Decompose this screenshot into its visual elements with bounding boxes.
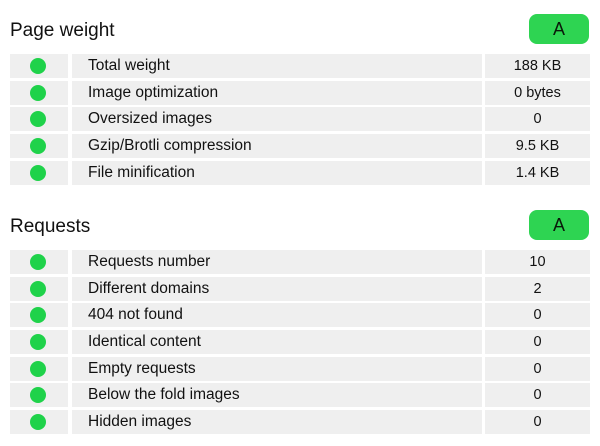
metric-label: Identical content	[88, 333, 201, 351]
green-dot-icon	[30, 307, 46, 324]
table-row: 404 not found 0	[10, 303, 590, 328]
table-row: Empty requests 0	[10, 356, 590, 381]
status-cell	[10, 410, 68, 435]
green-dot-icon	[30, 414, 46, 431]
status-cell	[10, 160, 68, 185]
metric-value: 1.4 KB	[485, 160, 590, 185]
metric-value: 0	[485, 383, 590, 408]
green-dot-icon	[30, 280, 46, 297]
metric-label-cell: Total weight	[72, 54, 482, 78]
green-dot-icon	[30, 334, 46, 351]
status-cell	[10, 80, 68, 105]
metric-value: 0	[485, 303, 590, 328]
metric-label-cell: Requests number	[72, 250, 482, 274]
metric-value: 0 bytes	[485, 80, 590, 105]
table-row: Below the fold images 0	[10, 383, 590, 408]
table-row: Oversized images 0	[10, 107, 590, 132]
green-dot-icon	[30, 387, 46, 404]
green-dot-icon	[30, 360, 46, 377]
metric-label: Gzip/Brotli compression	[88, 137, 252, 155]
table-row: File minification 1.4 KB	[10, 160, 590, 185]
metric-value: 0	[485, 410, 590, 435]
metric-value: 0	[485, 330, 590, 355]
metric-label-cell: Empty requests	[72, 356, 482, 381]
status-cell	[10, 54, 68, 78]
table-row: Identical content 0	[10, 330, 590, 355]
status-cell	[10, 330, 68, 355]
metric-label-cell: Hidden images	[72, 410, 482, 435]
table-row: Requests number 10	[10, 250, 590, 274]
metric-label-cell: Oversized images	[72, 107, 482, 132]
metric-label-cell: Identical content	[72, 330, 482, 355]
metric-value: 188 KB	[485, 54, 590, 78]
metric-value: 10	[485, 250, 590, 274]
metric-value: 9.5 KB	[485, 134, 590, 159]
status-cell	[10, 303, 68, 328]
metric-label: File minification	[88, 163, 195, 181]
requests-section: Requests A Requests number 10 Different …	[0, 210, 600, 435]
status-cell	[10, 383, 68, 408]
metric-label-cell: Gzip/Brotli compression	[72, 134, 482, 159]
green-dot-icon	[30, 254, 46, 270]
metric-label: Empty requests	[88, 359, 196, 377]
status-cell	[10, 276, 68, 301]
page-weight-section: Page weight A Total weight 188 KB Image …	[0, 14, 600, 185]
requests-grade-badge: A	[529, 210, 589, 240]
metric-label: Below the fold images	[88, 386, 240, 404]
metric-label: 404 not found	[88, 306, 183, 324]
metric-label-cell: File minification	[72, 160, 482, 185]
metric-value: 0	[485, 356, 590, 381]
table-row: Image optimization 0 bytes	[10, 80, 590, 105]
green-dot-icon	[30, 84, 46, 101]
page-weight-header: Page weight A	[0, 14, 600, 50]
table-row: Hidden images 0	[10, 410, 590, 435]
metric-value: 2	[485, 276, 590, 301]
status-cell	[10, 107, 68, 132]
metric-label-cell: Image optimization	[72, 80, 482, 105]
status-cell	[10, 356, 68, 381]
green-dot-icon	[30, 164, 46, 181]
status-cell	[10, 250, 68, 274]
page-weight-title: Page weight	[10, 20, 115, 41]
metric-label: Requests number	[88, 253, 211, 270]
table-row: Gzip/Brotli compression 9.5 KB	[10, 134, 590, 159]
metric-value: 0	[485, 107, 590, 132]
metric-label: Oversized images	[88, 110, 213, 128]
metric-label-cell: Different domains	[72, 276, 482, 301]
page-weight-grade-badge: A	[529, 14, 589, 44]
metric-label: Image optimization	[88, 83, 219, 101]
metric-label-cell: 404 not found	[72, 303, 482, 328]
metric-label: Different domains	[88, 279, 210, 297]
table-row: Total weight 188 KB	[10, 54, 590, 78]
metric-label: Hidden images	[88, 413, 192, 431]
green-dot-icon	[30, 58, 46, 74]
green-dot-icon	[30, 138, 46, 155]
green-dot-icon	[30, 111, 46, 128]
requests-header: Requests A	[0, 210, 600, 246]
metric-label: Total weight	[88, 57, 170, 74]
requests-table: Requests number 10 Different domains 2 4…	[10, 250, 590, 437]
page-weight-table: Total weight 188 KB Image optimization 0…	[10, 54, 590, 187]
table-row: Different domains 2	[10, 276, 590, 301]
requests-title: Requests	[10, 216, 91, 237]
status-cell	[10, 134, 68, 159]
metric-label-cell: Below the fold images	[72, 383, 482, 408]
